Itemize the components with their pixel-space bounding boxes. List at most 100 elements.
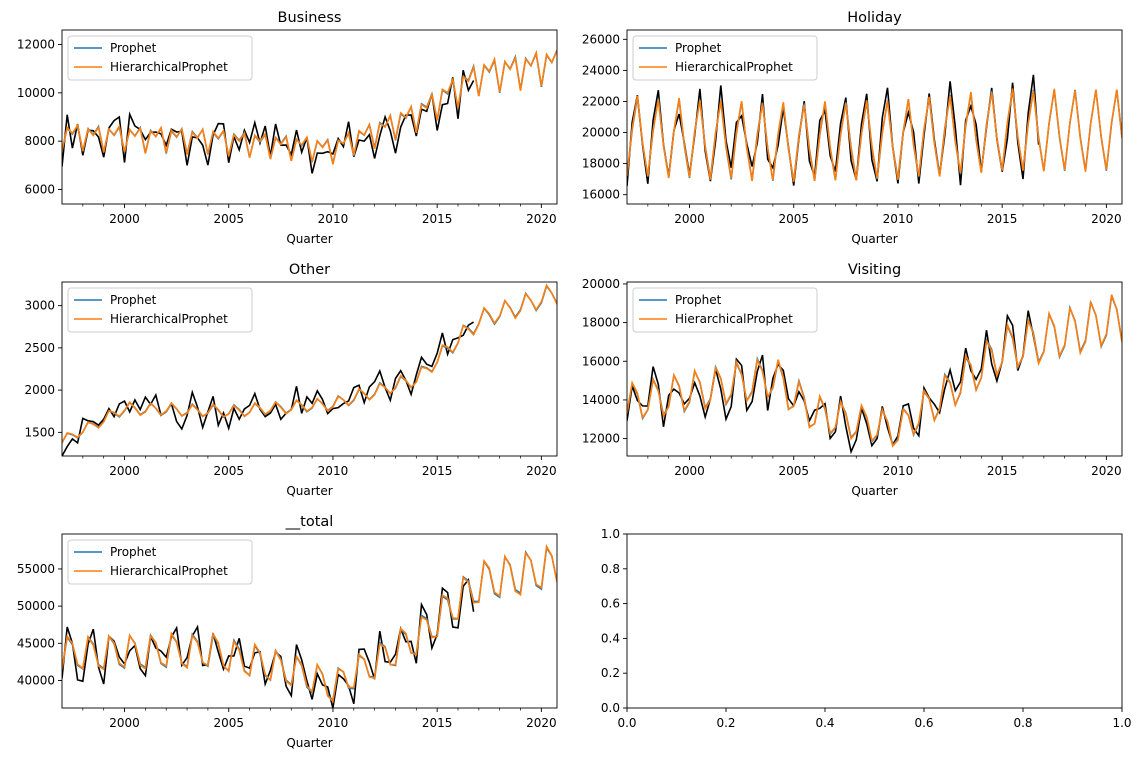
y-tick-label: 2000 — [24, 383, 55, 397]
series-line-actual — [627, 310, 1040, 455]
x-tick-label: 0.0 — [617, 716, 636, 730]
y-tick-label: 50000 — [17, 599, 55, 613]
legend — [67, 35, 253, 81]
y-tick-label: 12000 — [582, 432, 620, 446]
chart-title: Other — [289, 262, 330, 278]
x-axis-label: Quarter — [286, 736, 332, 750]
y-tick-label: 6000 — [24, 183, 55, 197]
legend-label: HierarchicalProphet — [110, 312, 228, 326]
y-tick-label: 0.6 — [601, 597, 620, 611]
y-tick-label: 1.0 — [601, 527, 620, 541]
y-tick-label: 18000 — [582, 316, 620, 330]
legend — [632, 35, 818, 81]
series-line-hierarchicalprophet — [62, 543, 557, 704]
axes-frame — [626, 281, 1123, 457]
x-tick-label: 2005 — [213, 716, 244, 730]
x-tick-label: 2020 — [526, 716, 557, 730]
x-tick-label: 2010 — [318, 716, 349, 730]
y-tick-label: 16000 — [582, 188, 620, 202]
x-tick-label: 0.6 — [914, 716, 933, 730]
x-tick-label: 2015 — [987, 212, 1018, 226]
x-tick-label: 2000 — [674, 464, 705, 478]
legend — [67, 287, 253, 333]
y-tick-label: 26000 — [582, 32, 620, 46]
x-tick-label: 2015 — [422, 716, 453, 730]
y-tick-label: 22000 — [582, 94, 620, 108]
y-tick-label: 10000 — [17, 86, 55, 100]
x-tick-label: 2010 — [318, 212, 349, 226]
chart-panel-other: 1500 2000 2500 3000 2000 2005 2010 2015 2020 Prop… — [24, 262, 558, 498]
y-tick-label: 3000 — [24, 299, 55, 313]
series-line-hierarchicalprophet — [627, 294, 1122, 448]
chart-title: __total — [285, 514, 334, 530]
y-tick-label: 0.4 — [601, 631, 620, 645]
y-tick-label: 16000 — [582, 354, 620, 368]
legend-label: Prophet — [110, 545, 157, 559]
x-tick-label: 2010 — [318, 464, 349, 478]
x-tick-label: 0.2 — [716, 716, 735, 730]
legend-label: HierarchicalProphet — [110, 564, 228, 578]
y-tick-label: 1500 — [24, 425, 55, 439]
y-tick-label: 12000 — [17, 38, 55, 52]
chart-title: Visiting — [848, 262, 901, 278]
x-axis-label: Quarter — [851, 232, 897, 246]
chart-title: Business — [278, 10, 342, 26]
x-tick-label: 0.4 — [815, 716, 834, 730]
legend-label: HierarchicalProphet — [675, 60, 793, 74]
y-tick-label: 40000 — [17, 673, 55, 687]
x-tick-label: 2020 — [1091, 464, 1122, 478]
legend-label: Prophet — [110, 293, 157, 307]
y-tick-label: 45000 — [17, 636, 55, 650]
x-tick-label: 0.8 — [1013, 716, 1032, 730]
legend — [632, 287, 818, 333]
x-tick-label: 2005 — [778, 464, 809, 478]
x-tick-label: 2015 — [422, 464, 453, 478]
y-tick-label: 2500 — [24, 341, 55, 355]
y-tick-label: 0.8 — [601, 562, 620, 576]
x-tick-label: 2005 — [213, 464, 244, 478]
y-tick-label: 0.2 — [601, 666, 620, 680]
x-tick-label: 2015 — [422, 212, 453, 226]
chart-panel-business: 6000 8000 10000 12000 2000 2005 2010 2015 2020 Pr… — [17, 10, 558, 246]
x-tick-label: 2000 — [109, 716, 140, 730]
plot-area — [627, 534, 1122, 708]
chart-panel-empty: 0.0 0.2 0.4 0.6 0.8 1.0 0.0 0.2 0.4 0.6 0.8 1.0 — [601, 527, 1132, 730]
y-tick-label: 14000 — [582, 393, 620, 407]
x-tick-label: 2010 — [883, 212, 914, 226]
axes-frame — [61, 533, 558, 709]
y-tick-label: 8000 — [24, 134, 55, 148]
axes-frame — [626, 533, 1123, 709]
axes-frame — [61, 281, 558, 457]
x-tick-label: 2015 — [987, 464, 1018, 478]
axes-frame — [61, 29, 558, 205]
legend-label: Prophet — [110, 41, 157, 55]
y-tick-label: 24000 — [582, 63, 620, 77]
legend-label: Prophet — [675, 41, 722, 55]
x-tick-label: 2010 — [883, 464, 914, 478]
y-tick-label: 0.0 — [601, 701, 620, 715]
x-tick-label: 1.0 — [1112, 716, 1131, 730]
x-axis-label: Quarter — [851, 484, 897, 498]
x-tick-label: 2000 — [109, 464, 140, 478]
x-axis-label: Quarter — [286, 484, 332, 498]
x-tick-label: 2020 — [1091, 212, 1122, 226]
x-tick-label: 2020 — [526, 212, 557, 226]
x-tick-label: 2000 — [109, 212, 140, 226]
series-line-hierarchicalprophet — [62, 49, 557, 165]
x-tick-label: 2005 — [778, 212, 809, 226]
series-line-hierarchicalprophet — [62, 283, 557, 444]
x-axis-label: Quarter — [286, 232, 332, 246]
chart-title: Holiday — [847, 10, 902, 26]
x-tick-label: 2000 — [674, 212, 705, 226]
y-tick-label: 18000 — [582, 157, 620, 171]
chart-panel-holiday: 16000 18000 20000 22000 24000 26000 2000 2005 20… — [582, 10, 1123, 246]
chart-panel-total: 40000 45000 50000 55000 2000 2005 2010 2015 2020… — [17, 514, 558, 750]
legend-label: HierarchicalProphet — [675, 312, 793, 326]
x-tick-label: 2020 — [526, 464, 557, 478]
x-tick-label: 2005 — [213, 212, 244, 226]
y-tick-label: 55000 — [17, 562, 55, 576]
legend-label: HierarchicalProphet — [110, 60, 228, 74]
chart-panel-visiting: 12000 14000 16000 18000 20000 2000 2005 2010 201… — [582, 262, 1123, 498]
axes-frame — [626, 29, 1123, 205]
